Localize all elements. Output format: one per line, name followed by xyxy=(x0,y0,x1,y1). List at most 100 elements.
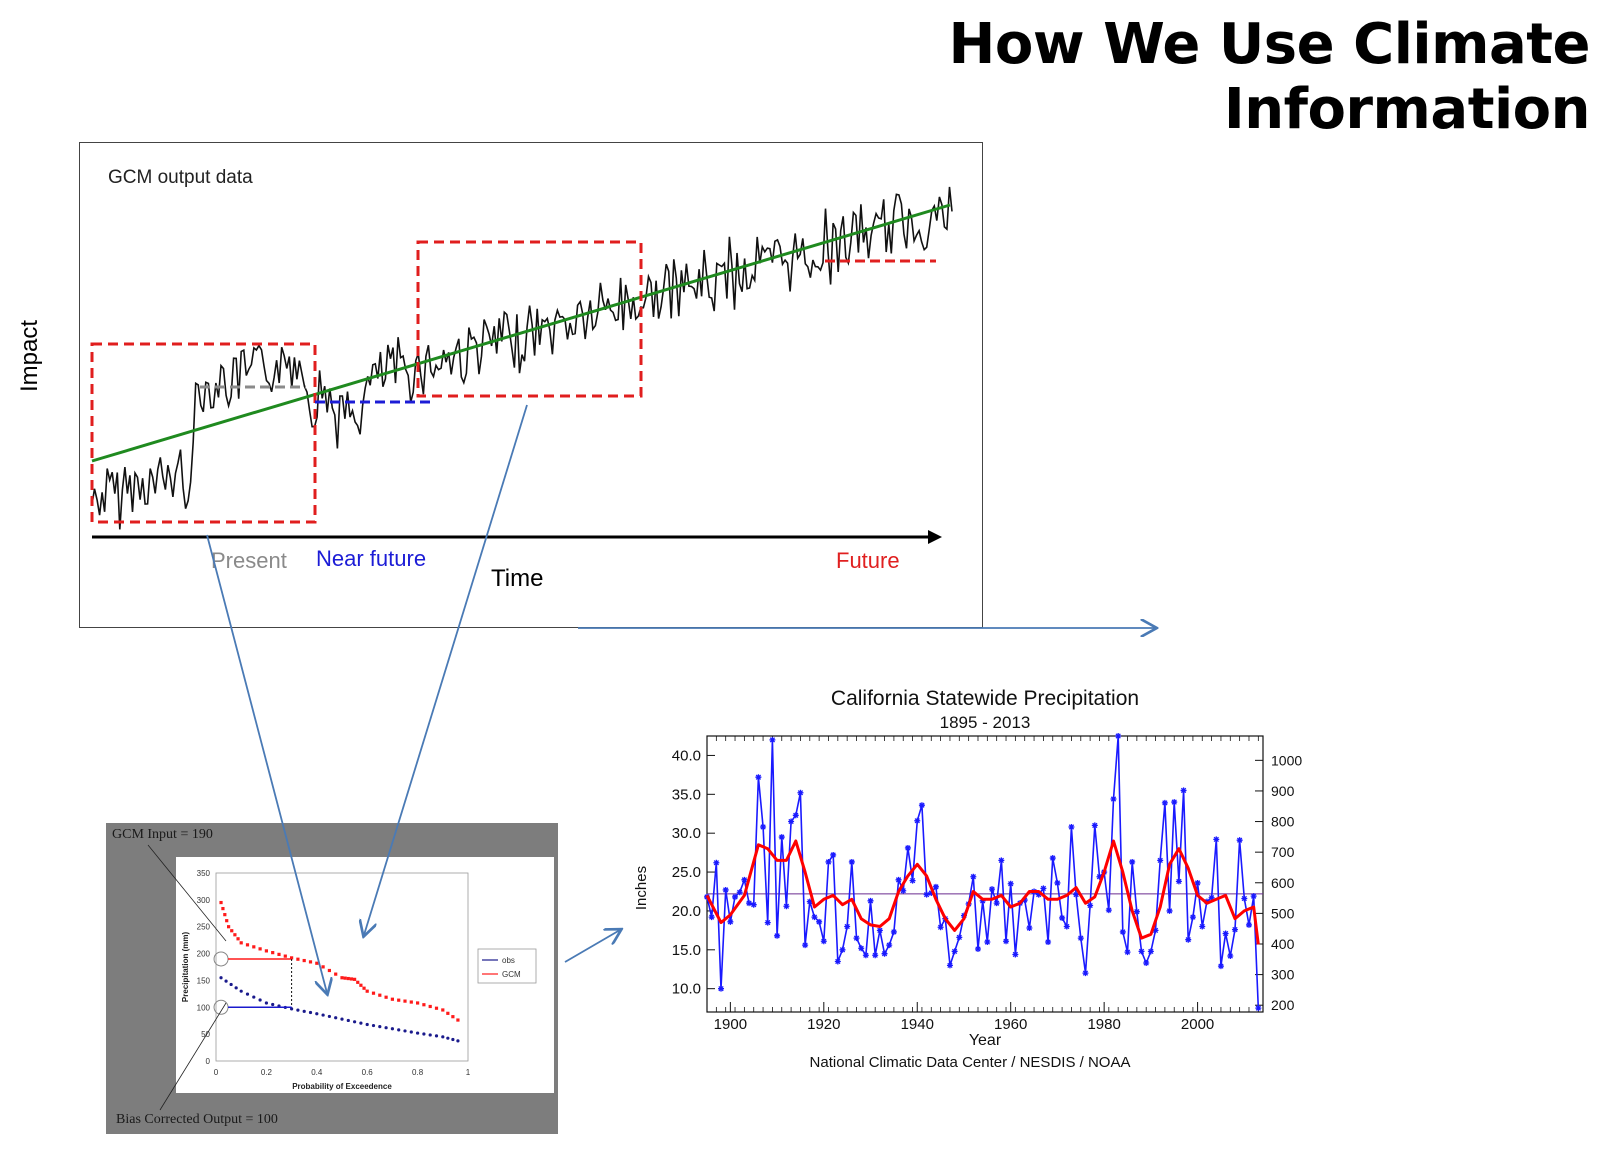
ca-annual-point xyxy=(778,834,785,841)
gcm-point xyxy=(290,956,294,960)
bias-y-tick: 50 xyxy=(201,1030,210,1039)
ca-annual-point xyxy=(853,935,860,942)
ca-annual-point xyxy=(1054,879,1061,886)
obs-point xyxy=(321,1013,325,1017)
gcm-point xyxy=(403,999,407,1003)
ca-y2-tick-label: 700 xyxy=(1271,844,1295,860)
gcm-point xyxy=(365,989,369,993)
gcm-point xyxy=(346,976,350,981)
obs-point xyxy=(258,998,262,1002)
gcm-point xyxy=(236,937,240,941)
ca-annual-point xyxy=(1222,930,1229,937)
ca-annual-point xyxy=(755,774,762,781)
ca-annual-point xyxy=(1077,935,1084,942)
ca-annual-point xyxy=(886,942,893,949)
ca-x-label: Year xyxy=(969,1032,1002,1049)
bias-legend-box xyxy=(477,948,537,984)
ca-y-tick-label: 20.0 xyxy=(672,903,701,920)
obs-point xyxy=(315,1012,319,1016)
ca-annual-point xyxy=(946,962,953,969)
ca-y-tick-label: 35.0 xyxy=(672,786,701,803)
obs-point xyxy=(296,1008,300,1012)
bias-y-tick: 200 xyxy=(197,950,211,959)
gcm-point xyxy=(277,952,281,956)
bias-y-tick: 0 xyxy=(206,1057,211,1066)
ca-y-tick-label: 25.0 xyxy=(672,864,701,881)
ca-annual-point xyxy=(1241,895,1248,902)
obs-point xyxy=(359,1021,363,1025)
gcm-point xyxy=(416,1001,420,1005)
ca-annual-point xyxy=(1082,970,1089,977)
ca-annual-point xyxy=(797,789,804,796)
obs-point xyxy=(302,1009,306,1013)
ca-annual-point xyxy=(904,844,911,851)
obs-point xyxy=(353,1020,357,1024)
bias-x-tick: 0.4 xyxy=(311,1068,323,1077)
ca-annual-point xyxy=(1073,891,1080,898)
time-axis-label: Time xyxy=(491,565,544,592)
ca-annual-point xyxy=(708,914,715,921)
obs-point xyxy=(384,1026,388,1030)
bias-y-tick: 100 xyxy=(197,1003,211,1012)
obs-point xyxy=(409,1030,413,1034)
ca-annual-point xyxy=(918,802,925,809)
ca-annual-point xyxy=(895,876,902,883)
obs-point xyxy=(428,1033,432,1037)
gcm-point xyxy=(321,965,325,969)
ca-annual-point xyxy=(848,858,855,865)
obs-point xyxy=(340,1017,344,1021)
obs-point xyxy=(416,1031,420,1035)
ca-y2-tick-label: 1000 xyxy=(1271,752,1302,768)
ca-annual-point xyxy=(1166,907,1173,914)
ca-annual-point xyxy=(1157,857,1164,864)
obs-point xyxy=(371,1023,376,1028)
ca-annual-point xyxy=(1208,894,1215,901)
ca-annual-point xyxy=(816,918,823,925)
ca-annual-point xyxy=(872,952,879,959)
gcm-point xyxy=(359,983,363,987)
ca-annual-point xyxy=(830,851,837,858)
ca-annual-point xyxy=(984,939,991,946)
obs-point xyxy=(365,1022,369,1027)
gcm-heading: GCM output data xyxy=(108,167,253,188)
bias-y-tick: 300 xyxy=(197,896,211,905)
ca-annual-point xyxy=(862,952,869,959)
ca-annual-point xyxy=(844,923,851,930)
ca-annual-point xyxy=(858,945,865,952)
ca-annual-point xyxy=(750,901,757,908)
obs-point xyxy=(403,1029,407,1033)
bias-output-pointer xyxy=(159,1002,227,1111)
ca-annual-point xyxy=(1185,936,1192,943)
future-label: Future xyxy=(836,548,900,573)
gcm-point xyxy=(349,977,354,981)
ca-annual-point xyxy=(1115,733,1122,739)
ca-y2-tick-label: 400 xyxy=(1271,936,1295,952)
ca-annual-point xyxy=(741,876,748,883)
obs-point xyxy=(334,1016,338,1020)
obs-point xyxy=(390,1027,394,1031)
gcm-output-series xyxy=(91,186,953,530)
ca-x-tick-label: 1900 xyxy=(714,1016,747,1033)
ca-annual-point xyxy=(1091,822,1098,829)
gcm-point xyxy=(230,929,234,933)
ca-y2-tick-label: 900 xyxy=(1271,783,1295,799)
ca-x-tick-label: 2000 xyxy=(1181,1016,1214,1033)
gcm-input-pointer xyxy=(147,844,227,942)
gcm-point xyxy=(233,933,237,937)
trend-line xyxy=(91,203,951,463)
ca-annual-point xyxy=(1175,878,1182,885)
ca-annual-point xyxy=(1068,823,1075,830)
obs-point xyxy=(239,989,243,993)
ca-annual-point xyxy=(1045,939,1052,946)
ca-annual-point xyxy=(727,918,734,925)
ca-plot-frame xyxy=(706,735,1264,1013)
ca-annual-point xyxy=(1105,907,1112,914)
bias-y-tick: 350 xyxy=(197,869,211,878)
bias-x-tick: 0 xyxy=(214,1068,219,1077)
ca-x-tick-label: 1940 xyxy=(901,1016,934,1033)
ca-annual-point xyxy=(890,928,897,935)
gcm-point xyxy=(378,993,382,997)
ca-annual-point xyxy=(1250,893,1257,900)
ca-annual-point xyxy=(1189,914,1196,921)
